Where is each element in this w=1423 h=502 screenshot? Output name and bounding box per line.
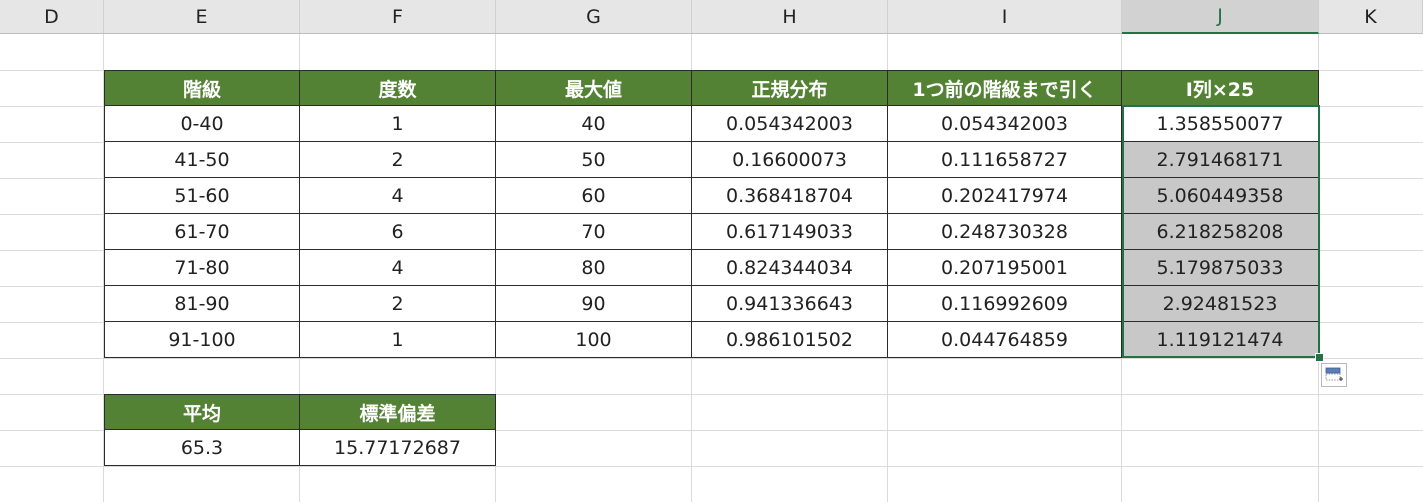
table-cell[interactable]: 1: [300, 106, 496, 142]
table-cell[interactable]: 50: [496, 142, 692, 178]
table-cell[interactable]: 5.060449358: [1122, 178, 1319, 214]
table-cell[interactable]: 2: [300, 286, 496, 322]
table-cell[interactable]: 0.207195001: [888, 250, 1122, 286]
table-cell[interactable]: 60: [496, 178, 692, 214]
table-cell[interactable]: 6: [300, 214, 496, 250]
table-cell[interactable]: 100: [496, 322, 692, 358]
gridline-horizontal: [0, 358, 1423, 359]
column-header-k[interactable]: K: [1319, 0, 1423, 34]
table-cell[interactable]: 0.16600073: [692, 142, 888, 178]
column-header-d[interactable]: D: [0, 0, 104, 34]
table-cell[interactable]: 2: [300, 142, 496, 178]
table-cell[interactable]: 80: [496, 250, 692, 286]
column-header-f[interactable]: F: [300, 0, 496, 34]
table-cell[interactable]: 0.111658727: [888, 142, 1122, 178]
table-cell[interactable]: 0.054342003: [888, 106, 1122, 142]
table-cell[interactable]: 5.179875033: [1122, 250, 1319, 286]
table-header-cell[interactable]: 階級: [104, 70, 300, 106]
table-cell[interactable]: 41-50: [104, 142, 300, 178]
table-cell[interactable]: 0.248730328: [888, 214, 1122, 250]
gridline-horizontal: [0, 394, 1423, 395]
column-header-h[interactable]: H: [692, 0, 888, 34]
gridline-horizontal: [0, 430, 1423, 431]
table-cell[interactable]: 0.941336643: [692, 286, 888, 322]
column-header-e[interactable]: E: [104, 0, 300, 34]
table-cell[interactable]: 4: [300, 178, 496, 214]
table-cell[interactable]: 0-40: [104, 106, 300, 142]
table-cell[interactable]: 2.791468171: [1122, 142, 1319, 178]
quick-analysis-button[interactable]: [1321, 363, 1347, 387]
table-cell[interactable]: 71-80: [104, 250, 300, 286]
table-cell[interactable]: 2.92481523: [1122, 286, 1319, 322]
table-header-cell[interactable]: 最大値: [496, 70, 692, 106]
table-cell[interactable]: 4: [300, 250, 496, 286]
table-cell[interactable]: 0.044764859: [888, 322, 1122, 358]
table-cell[interactable]: 0.054342003: [692, 106, 888, 142]
table-header-cell[interactable]: 1つ前の階級まで引く: [888, 70, 1122, 106]
table-cell[interactable]: 0.202417974: [888, 178, 1122, 214]
stats-header-cell[interactable]: 平均: [104, 394, 300, 430]
column-header-j[interactable]: J: [1122, 0, 1319, 34]
quick-analysis-icon: [1325, 367, 1343, 381]
table-header-cell[interactable]: 度数: [300, 70, 496, 106]
table-cell[interactable]: 91-100: [104, 322, 300, 358]
stats-value-cell[interactable]: 65.3: [104, 430, 300, 466]
table-cell[interactable]: 0.617149033: [692, 214, 888, 250]
table-cell[interactable]: 70: [496, 214, 692, 250]
table-cell[interactable]: 0.986101502: [692, 322, 888, 358]
table-cell[interactable]: 1.119121474: [1122, 322, 1319, 358]
column-header-g[interactable]: G: [496, 0, 692, 34]
table-cell[interactable]: 61-70: [104, 214, 300, 250]
table-cell[interactable]: 90: [496, 286, 692, 322]
table-cell[interactable]: 81-90: [104, 286, 300, 322]
table-cell[interactable]: 0.368418704: [692, 178, 888, 214]
table-cell[interactable]: 0.824344034: [692, 250, 888, 286]
table-header-cell[interactable]: 正規分布: [692, 70, 888, 106]
column-header-i[interactable]: I: [888, 0, 1122, 34]
table-cell[interactable]: 1.358550077: [1122, 106, 1319, 142]
table-cell[interactable]: 0.116992609: [888, 286, 1122, 322]
table-header-cell[interactable]: I列×25: [1122, 70, 1319, 106]
stats-header-cell[interactable]: 標準偏差: [300, 394, 496, 430]
gridline-vertical: [103, 34, 104, 502]
table-cell[interactable]: 1: [300, 322, 496, 358]
table-cell[interactable]: 6.218258208: [1122, 214, 1319, 250]
table-cell[interactable]: 40: [496, 106, 692, 142]
gridline-horizontal: [0, 466, 1423, 467]
stats-value-cell[interactable]: 15.77172687: [300, 430, 496, 466]
fill-handle[interactable]: [1315, 353, 1324, 362]
table-cell[interactable]: 51-60: [104, 178, 300, 214]
